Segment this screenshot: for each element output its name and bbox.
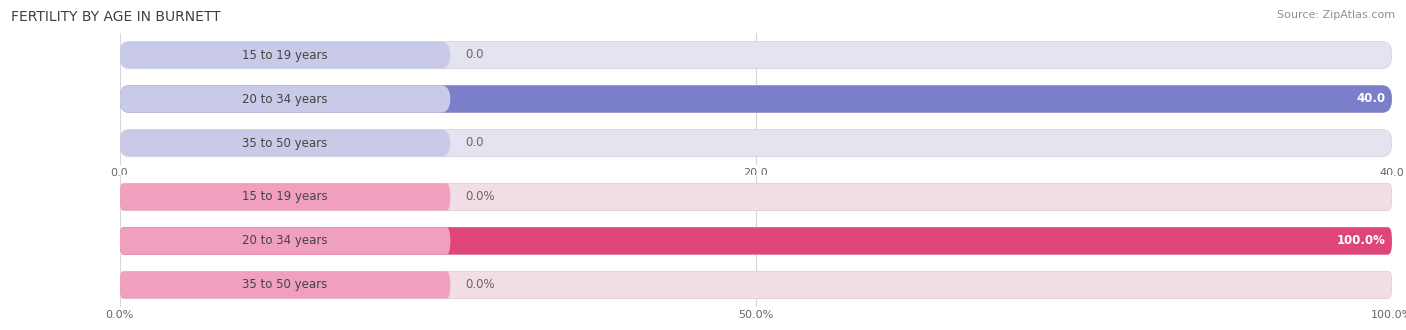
Text: 15 to 19 years: 15 to 19 years (242, 49, 328, 61)
Text: 0.0%: 0.0% (465, 190, 495, 203)
FancyBboxPatch shape (120, 41, 1392, 69)
FancyBboxPatch shape (120, 129, 450, 157)
Text: 0.0%: 0.0% (465, 279, 495, 291)
FancyBboxPatch shape (120, 227, 1392, 254)
FancyBboxPatch shape (120, 271, 450, 299)
Text: 100.0%: 100.0% (1337, 234, 1385, 248)
Text: 35 to 50 years: 35 to 50 years (242, 279, 328, 291)
FancyBboxPatch shape (120, 271, 1392, 299)
FancyBboxPatch shape (120, 183, 1392, 211)
Text: FERTILITY BY AGE IN BURNETT: FERTILITY BY AGE IN BURNETT (11, 10, 221, 24)
Text: 40.0: 40.0 (1357, 92, 1385, 106)
FancyBboxPatch shape (120, 227, 450, 254)
Text: 20 to 34 years: 20 to 34 years (242, 92, 328, 106)
Text: 0.0: 0.0 (465, 49, 484, 61)
FancyBboxPatch shape (120, 129, 1392, 157)
Text: Source: ZipAtlas.com: Source: ZipAtlas.com (1277, 10, 1395, 20)
FancyBboxPatch shape (120, 41, 450, 69)
FancyBboxPatch shape (120, 85, 450, 113)
FancyBboxPatch shape (120, 85, 1392, 113)
Text: 0.0: 0.0 (465, 137, 484, 149)
FancyBboxPatch shape (120, 85, 1392, 113)
FancyBboxPatch shape (120, 227, 1392, 254)
Text: 15 to 19 years: 15 to 19 years (242, 190, 328, 203)
Text: 35 to 50 years: 35 to 50 years (242, 137, 328, 149)
Text: 20 to 34 years: 20 to 34 years (242, 234, 328, 248)
FancyBboxPatch shape (120, 183, 450, 211)
